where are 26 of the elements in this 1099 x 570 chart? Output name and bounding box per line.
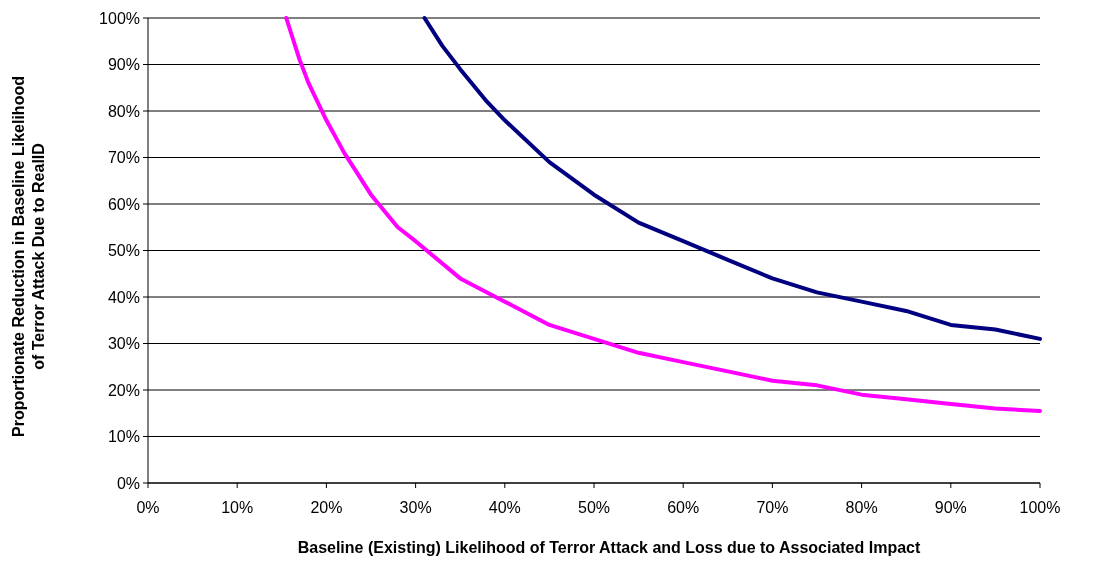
x-tick-label: 100%	[1019, 499, 1061, 516]
y-tick-label: 50%	[107, 242, 140, 260]
y-tick-label: 30%	[107, 335, 140, 353]
x-tick-label: 90%	[934, 499, 967, 516]
y-tick-label: 100%	[99, 9, 140, 27]
x-tick-label: 0%	[136, 499, 160, 516]
y-tick-label: 20%	[107, 381, 140, 399]
y-tick-label: 40%	[107, 288, 140, 306]
y-tick-label: 80%	[107, 102, 140, 120]
line-series	[422, 16, 1042, 341]
x-tick-label: 70%	[756, 499, 789, 516]
x-tick-label: 60%	[667, 499, 700, 516]
y-tick-label: 60%	[107, 195, 140, 213]
y-tick-label: 90%	[107, 56, 140, 74]
x-tick-label: 10%	[221, 499, 254, 516]
x-tick-label: 80%	[845, 499, 878, 516]
line-series	[284, 16, 1042, 413]
y-tick-label: 10%	[107, 428, 140, 446]
y-tick-label: 70%	[107, 149, 140, 167]
y-tick-label: 0%	[116, 474, 140, 492]
x-tick-label: 20%	[310, 499, 343, 516]
x-tick-label: 40%	[488, 499, 521, 516]
x-axis-title: Baseline (Existing) Likelihood of Terror Attack and Loss due to Associated Impact	[297, 539, 921, 556]
y-axis-title: Proportionate Reduction in Baseline Likelihood of Terror Attack Due to RealID	[10, 76, 47, 437]
x-tick-label: 30%	[399, 499, 432, 516]
x-tick-label: 50%	[577, 499, 611, 516]
